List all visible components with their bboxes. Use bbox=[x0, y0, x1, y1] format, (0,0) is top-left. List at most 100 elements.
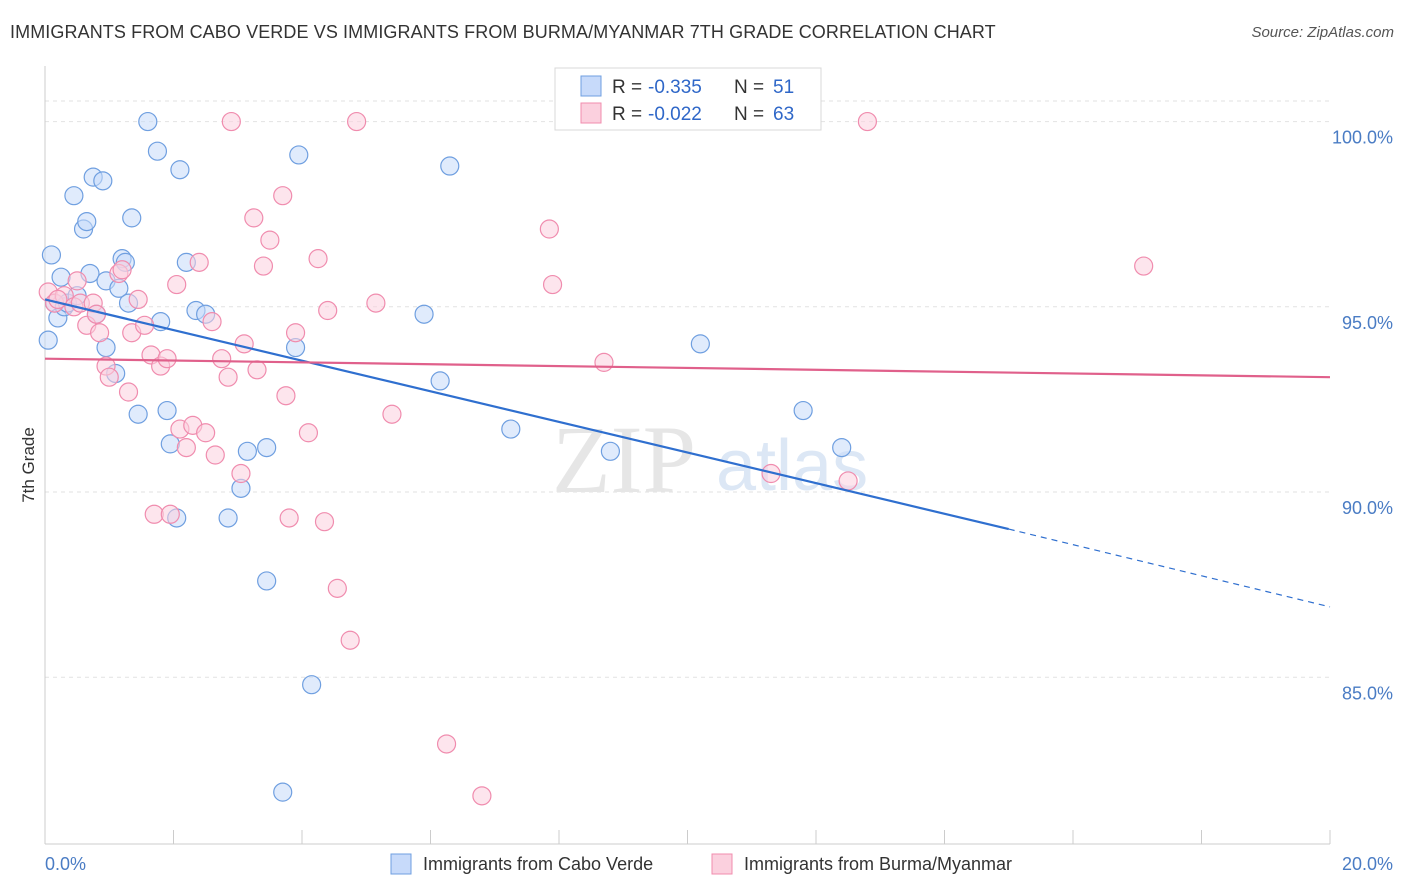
y-tick-label: 90.0% bbox=[1342, 498, 1393, 518]
point-cabo-verde bbox=[832, 437, 852, 458]
point-burma-myanmar bbox=[285, 323, 306, 343]
point-burma-myanmar bbox=[202, 312, 222, 332]
y-tick-label: 85.0% bbox=[1342, 683, 1393, 703]
series-legend-label-pink: Immigrants from Burma/Myanmar bbox=[744, 854, 1012, 874]
legend-n-value-1: 51 bbox=[773, 77, 794, 98]
y-tick-label: 100.0% bbox=[1332, 128, 1393, 148]
point-cabo-verde bbox=[501, 419, 521, 439]
point-burma-myanmar bbox=[212, 349, 232, 369]
point-burma-myanmar bbox=[221, 111, 241, 132]
points-burma-myanmar bbox=[38, 111, 1154, 806]
point-cabo-verde bbox=[218, 508, 238, 528]
point-cabo-verde bbox=[147, 141, 168, 161]
point-burma-myanmar bbox=[1134, 256, 1154, 276]
point-cabo-verde bbox=[440, 156, 460, 176]
point-burma-myanmar bbox=[157, 349, 177, 369]
series-legend-swatch-blue bbox=[390, 853, 412, 875]
point-burma-myanmar bbox=[347, 111, 367, 132]
point-burma-myanmar bbox=[160, 504, 180, 524]
y-tick-label: 95.0% bbox=[1342, 313, 1393, 333]
series-legend: Immigrants from Cabo Verde Immigrants fr… bbox=[390, 853, 1012, 875]
x-tick-label-max: 20.0% bbox=[1342, 854, 1393, 874]
point-burma-myanmar bbox=[298, 423, 319, 443]
grid bbox=[45, 100, 1330, 678]
point-burma-myanmar bbox=[90, 323, 110, 343]
point-burma-myanmar bbox=[247, 360, 267, 380]
point-burma-myanmar bbox=[314, 512, 335, 532]
point-cabo-verde bbox=[157, 400, 177, 421]
legend-r-label-2: R = bbox=[612, 104, 642, 125]
point-burma-myanmar bbox=[366, 293, 386, 313]
point-cabo-verde bbox=[38, 330, 58, 350]
legend-r-value-2: -0.022 bbox=[648, 104, 702, 125]
point-cabo-verde bbox=[237, 441, 257, 461]
trend-line-cabo-verde bbox=[44, 298, 1010, 531]
legend-swatch-blue bbox=[580, 75, 602, 97]
point-burma-myanmar bbox=[231, 463, 251, 484]
axes bbox=[44, 66, 1331, 845]
legend-swatch-pink bbox=[580, 102, 602, 124]
point-burma-myanmar bbox=[112, 260, 132, 280]
watermark-zip: ZIP bbox=[552, 406, 696, 513]
point-burma-myanmar bbox=[218, 367, 238, 387]
point-cabo-verde bbox=[128, 404, 148, 424]
point-cabo-verde bbox=[600, 441, 621, 461]
point-cabo-verde bbox=[793, 400, 813, 421]
y-axis-label: 7th Grade bbox=[19, 427, 38, 503]
chart-title: IMMIGRANTS FROM CABO VERDE VS IMMIGRANTS… bbox=[10, 22, 996, 42]
point-burma-myanmar bbox=[176, 437, 196, 458]
point-cabo-verde bbox=[257, 437, 277, 458]
point-cabo-verde bbox=[138, 111, 158, 132]
legend-r-label-1: R = bbox=[612, 77, 642, 98]
point-burma-myanmar bbox=[539, 219, 559, 239]
series-legend-swatch-pink bbox=[711, 853, 733, 875]
series-legend-label-blue: Immigrants from Cabo Verde bbox=[423, 854, 653, 874]
point-cabo-verde bbox=[273, 782, 293, 802]
point-burma-myanmar bbox=[128, 289, 148, 309]
trend-line-cabo-verde-extension bbox=[1008, 528, 1331, 608]
point-burma-myanmar bbox=[318, 300, 338, 321]
point-cabo-verde bbox=[64, 186, 84, 206]
point-burma-myanmar bbox=[167, 274, 187, 295]
point-burma-myanmar bbox=[382, 404, 402, 424]
point-burma-myanmar bbox=[838, 471, 858, 491]
trend-lines bbox=[44, 298, 1331, 608]
trend-line-burma-myanmar bbox=[44, 357, 1331, 379]
point-burma-myanmar bbox=[273, 186, 293, 206]
legend-r-value-1: -0.335 bbox=[648, 77, 702, 98]
point-cabo-verde bbox=[122, 208, 142, 228]
legend-n-value-2: 63 bbox=[773, 104, 794, 125]
point-burma-myanmar bbox=[276, 386, 296, 406]
point-cabo-verde bbox=[414, 304, 434, 324]
point-cabo-verde bbox=[430, 371, 450, 391]
point-cabo-verde bbox=[170, 160, 190, 180]
point-burma-myanmar bbox=[118, 382, 139, 402]
point-burma-myanmar bbox=[234, 334, 254, 354]
point-burma-myanmar bbox=[594, 352, 614, 372]
point-burma-myanmar bbox=[205, 445, 225, 465]
point-cabo-verde bbox=[93, 171, 113, 191]
point-burma-myanmar bbox=[196, 423, 216, 443]
watermark-atlas: atlas bbox=[716, 426, 868, 506]
legend-n-label-1: N = bbox=[734, 77, 764, 98]
point-cabo-verde bbox=[41, 245, 62, 265]
point-burma-myanmar bbox=[340, 630, 360, 650]
point-cabo-verde bbox=[690, 334, 710, 354]
point-burma-myanmar bbox=[253, 256, 274, 276]
point-burma-myanmar bbox=[472, 786, 492, 806]
point-burma-myanmar bbox=[244, 208, 264, 228]
point-burma-myanmar bbox=[308, 249, 328, 269]
point-cabo-verde bbox=[289, 145, 309, 165]
point-burma-myanmar bbox=[327, 578, 347, 598]
legend-n-label-2: N = bbox=[734, 104, 764, 125]
point-cabo-verde bbox=[302, 675, 322, 695]
point-cabo-verde bbox=[77, 212, 97, 232]
point-burma-myanmar bbox=[436, 734, 457, 754]
chart-source: Source: ZipAtlas.com bbox=[1251, 24, 1394, 41]
point-burma-myanmar bbox=[542, 274, 563, 295]
stats-legend: R = -0.335 N = 51 R = -0.022 N = 63 bbox=[554, 67, 822, 131]
tick-labels: 100.0% 95.0% 90.0% 85.0% 0.0% 20.0% bbox=[45, 128, 1393, 874]
point-burma-myanmar bbox=[260, 230, 280, 250]
point-burma-myanmar bbox=[48, 289, 68, 309]
